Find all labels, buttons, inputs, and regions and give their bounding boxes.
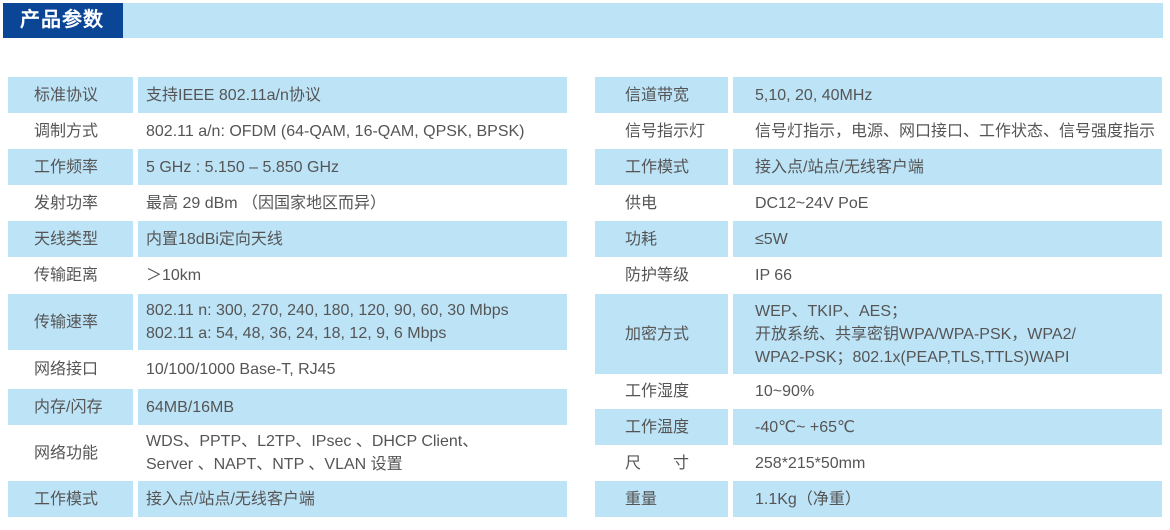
spec-row: 传输速率 802.11 n: 300, 270, 240, 180, 120, 9… xyxy=(8,294,567,350)
spec-value: 802.11 n: 300, 270, 240, 180, 120, 90, 6… xyxy=(138,294,567,350)
spec-row: 工作模式 接入点/站点/无线客户端 xyxy=(8,481,567,517)
spec-label: 发射功率 xyxy=(34,194,99,212)
spec-row: 工作湿度 10~90% xyxy=(595,374,1162,409)
spec-label: 内存/闪存 xyxy=(8,389,133,425)
spec-label: 供电 xyxy=(625,194,658,212)
spec-row: 网络接口 10/100/1000 Base-T, RJ45 xyxy=(8,350,567,389)
spec-value: 支持IEEE 802.11a/n协议 xyxy=(138,77,567,113)
spec-label: 网络接口 xyxy=(34,361,99,378)
spec-label: 防护等级 xyxy=(625,267,690,284)
spec-row: 工作模式 接入点/站点/无线客户端 xyxy=(595,149,1162,185)
spec-value: WDS、PPTP、L2TP、IPsec 、DHCP Client、 Server… xyxy=(146,433,479,473)
spec-row: 重量 1.1Kg（净重） xyxy=(595,481,1162,517)
header-bar xyxy=(3,3,1163,38)
spec-label: 信号指示灯 xyxy=(625,122,706,140)
spec-value: 1.1Kg（净重） xyxy=(733,481,1162,517)
spec-value: 64MB/16MB xyxy=(138,389,567,425)
page-title: 产品参数 xyxy=(3,3,123,38)
spec-row: 发射功率 最高 29 dBm （因国家地区而异） xyxy=(8,185,567,221)
spec-row: 尺 寸 258*215*50mm xyxy=(595,445,1162,481)
spec-value: 5,10, 20, 40MHz xyxy=(733,77,1162,113)
spec-row: 工作温度 -40℃~ +65℃ xyxy=(595,409,1162,445)
spec-row: 调制方式 802.11 a/n: OFDM (64-QAM, 16-QAM, QP… xyxy=(8,113,567,149)
spec-label: 功耗 xyxy=(595,221,728,257)
spec-row: 工作频率 5 GHz : 5.150 – 5.850 GHz xyxy=(8,149,567,185)
spec-value: -40℃~ +65℃ xyxy=(733,409,1162,445)
spec-row: 网络功能 WDS、PPTP、L2TP、IPsec 、DHCP Client、 S… xyxy=(8,425,567,481)
spec-row: 信道带宽 5,10, 20, 40MHz xyxy=(595,77,1162,113)
spec-label: 调制方式 xyxy=(34,122,99,140)
spec-row: 标准协议 支持IEEE 802.11a/n协议 xyxy=(8,77,567,113)
spec-value: IP 66 xyxy=(755,267,793,284)
spec-label: 工作温度 xyxy=(595,409,728,445)
spec-value: 内置18dBi定向天线 xyxy=(138,221,567,257)
spec-value: 10/100/1000 Base-T, RJ45 xyxy=(146,361,336,378)
spec-label: 工作湿度 xyxy=(625,383,690,400)
spec-label: 天线类型 xyxy=(8,221,133,257)
spec-label: 工作频率 xyxy=(8,149,133,185)
spec-row: 加密方式 WEP、TKIP、AES； 开放系统、共享密钥WPA/WPA-PSK，W… xyxy=(595,294,1162,374)
spec-label: 网络功能 xyxy=(34,444,99,462)
spec-label: 尺 寸 xyxy=(625,454,690,472)
spec-label: 传输速率 xyxy=(8,294,133,350)
spec-row: 供电 DC12~24V PoE xyxy=(595,185,1162,221)
spec-label: 标准协议 xyxy=(8,77,133,113)
spec-value: ＞10km xyxy=(146,267,202,284)
spec-value: 接入点/站点/无线客户端 xyxy=(733,149,1162,185)
spec-label: 传输距离 xyxy=(34,267,99,284)
spec-row: 防护等级 IP 66 xyxy=(595,257,1162,294)
spec-value: ≤5W xyxy=(733,221,1162,257)
spec-label: 工作模式 xyxy=(8,481,133,517)
spec-row: 功耗 ≤5W xyxy=(595,221,1162,257)
spec-value: WEP、TKIP、AES； 开放系统、共享密钥WPA/WPA-PSK，WPA2/… xyxy=(733,294,1162,374)
spec-value: 5 GHz : 5.150 – 5.850 GHz xyxy=(138,149,567,185)
spec-row: 信号指示灯 信号灯指示，电源、网口接口、工作状态、信号强度指示 xyxy=(595,113,1162,149)
spec-label: 重量 xyxy=(595,481,728,517)
spec-row: 天线类型 内置18dBi定向天线 xyxy=(8,221,567,257)
spec-value: 最高 29 dBm （因国家地区而异） xyxy=(146,194,387,212)
spec-label: 信道带宽 xyxy=(595,77,728,113)
spec-label: 加密方式 xyxy=(595,294,728,374)
spec-value: 258*215*50mm xyxy=(755,454,866,472)
spec-value: DC12~24V PoE xyxy=(755,194,869,212)
spec-value: 接入点/站点/无线客户端 xyxy=(138,481,567,517)
spec-value: 信号灯指示，电源、网口接口、工作状态、信号强度指示 xyxy=(755,122,1156,140)
spec-value: 10~90% xyxy=(755,383,815,400)
spec-row: 内存/闪存 64MB/16MB xyxy=(8,389,567,425)
spec-label: 工作模式 xyxy=(595,149,728,185)
spec-row: 传输距离 ＞10km xyxy=(8,257,567,294)
spec-value: 802.11 a/n: OFDM (64-QAM, 16-QAM, QPSK, … xyxy=(146,122,525,140)
